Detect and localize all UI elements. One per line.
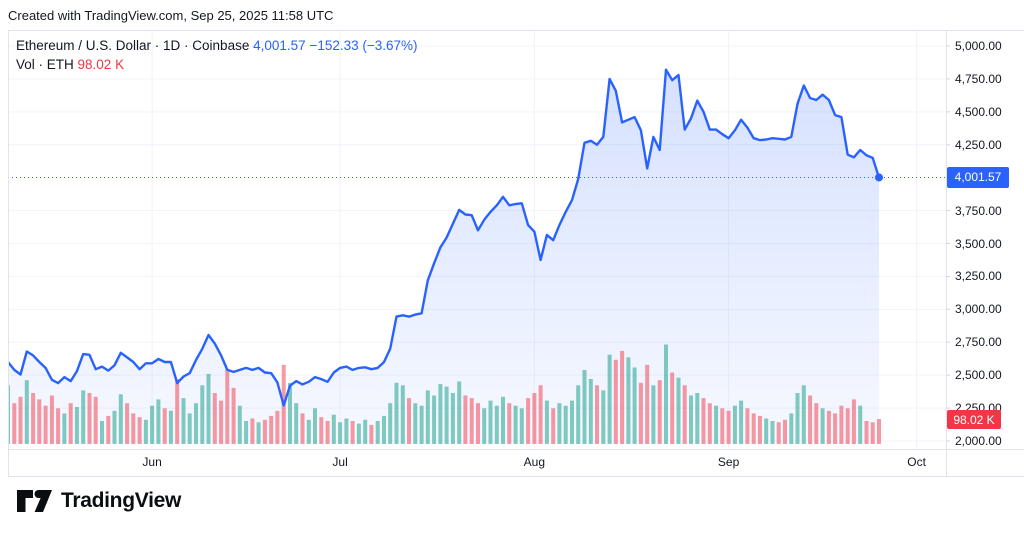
price-tick-label: 2,750.00	[955, 335, 1002, 350]
price-tick-label: 2,000.00	[955, 434, 1002, 448]
price-area-fill	[8, 69, 879, 444]
tradingview-wordmark: TradingView	[61, 489, 182, 512]
price-tick-label: 3,500.00	[955, 236, 1002, 251]
legend-last-price: 4,001.57	[253, 38, 306, 53]
time-axis-separator[interactable]	[8, 449, 1024, 450]
widget-bottom-border	[8, 476, 1024, 477]
price-tick-label: 4,500.00	[955, 104, 1002, 119]
last-price-badge: 4,001.57	[947, 166, 1009, 188]
attribution-text: Created with TradingView.com, Sep 25, 20…	[8, 8, 334, 23]
last-price-dot	[875, 173, 884, 182]
price-axis-separator[interactable]	[946, 30, 947, 477]
symbol-title: Ethereum / U.S. Dollar · 1D · Coinbase	[16, 38, 250, 53]
time-tick-label: Oct	[907, 455, 926, 469]
time-tick-label: Jun	[142, 455, 162, 469]
legend-volume-row[interactable]: Vol · ETH 98.02 K	[16, 55, 418, 74]
price-tick-label: 4,750.00	[955, 71, 1002, 86]
legend-change: −152.33 (−3.67%)	[309, 38, 418, 53]
price-tick-label: 3,250.00	[955, 269, 1002, 284]
legend-symbol-row[interactable]: Ethereum / U.S. Dollar · 1D · Coinbase 4…	[16, 36, 418, 55]
footer-brand[interactable]: TradingView	[16, 488, 181, 514]
tradingview-logo-icon	[17, 490, 52, 512]
price-tick-label: 4,250.00	[955, 137, 1002, 152]
price-tick-label: 3,000.00	[955, 302, 1002, 317]
volume-value: 98.02 K	[77, 57, 125, 72]
price-line	[8, 68, 881, 407]
widget-top-border	[8, 30, 1024, 31]
price-tick-label: 5,000.00	[955, 39, 1002, 53]
chart-legend: Ethereum / U.S. Dollar · 1D · Coinbase 4…	[16, 36, 418, 74]
widget-left-border	[8, 30, 9, 477]
price-chart-canvas[interactable]	[0, 30, 1024, 477]
time-tick-label: Aug	[523, 455, 546, 469]
price-tick-label: 2,500.00	[955, 368, 1002, 383]
price-tick-label: 3,750.00	[955, 203, 1002, 218]
volume-bars	[8, 344, 881, 444]
chart-widget: Ethereum / U.S. Dollar · 1D · Coinbase 4…	[0, 30, 1024, 477]
volume-label: Vol · ETH	[16, 57, 74, 72]
volume-badge: 98.02 K	[947, 410, 1001, 429]
time-tick-label: Jul	[332, 455, 348, 469]
time-tick-label: Sep	[717, 455, 740, 469]
